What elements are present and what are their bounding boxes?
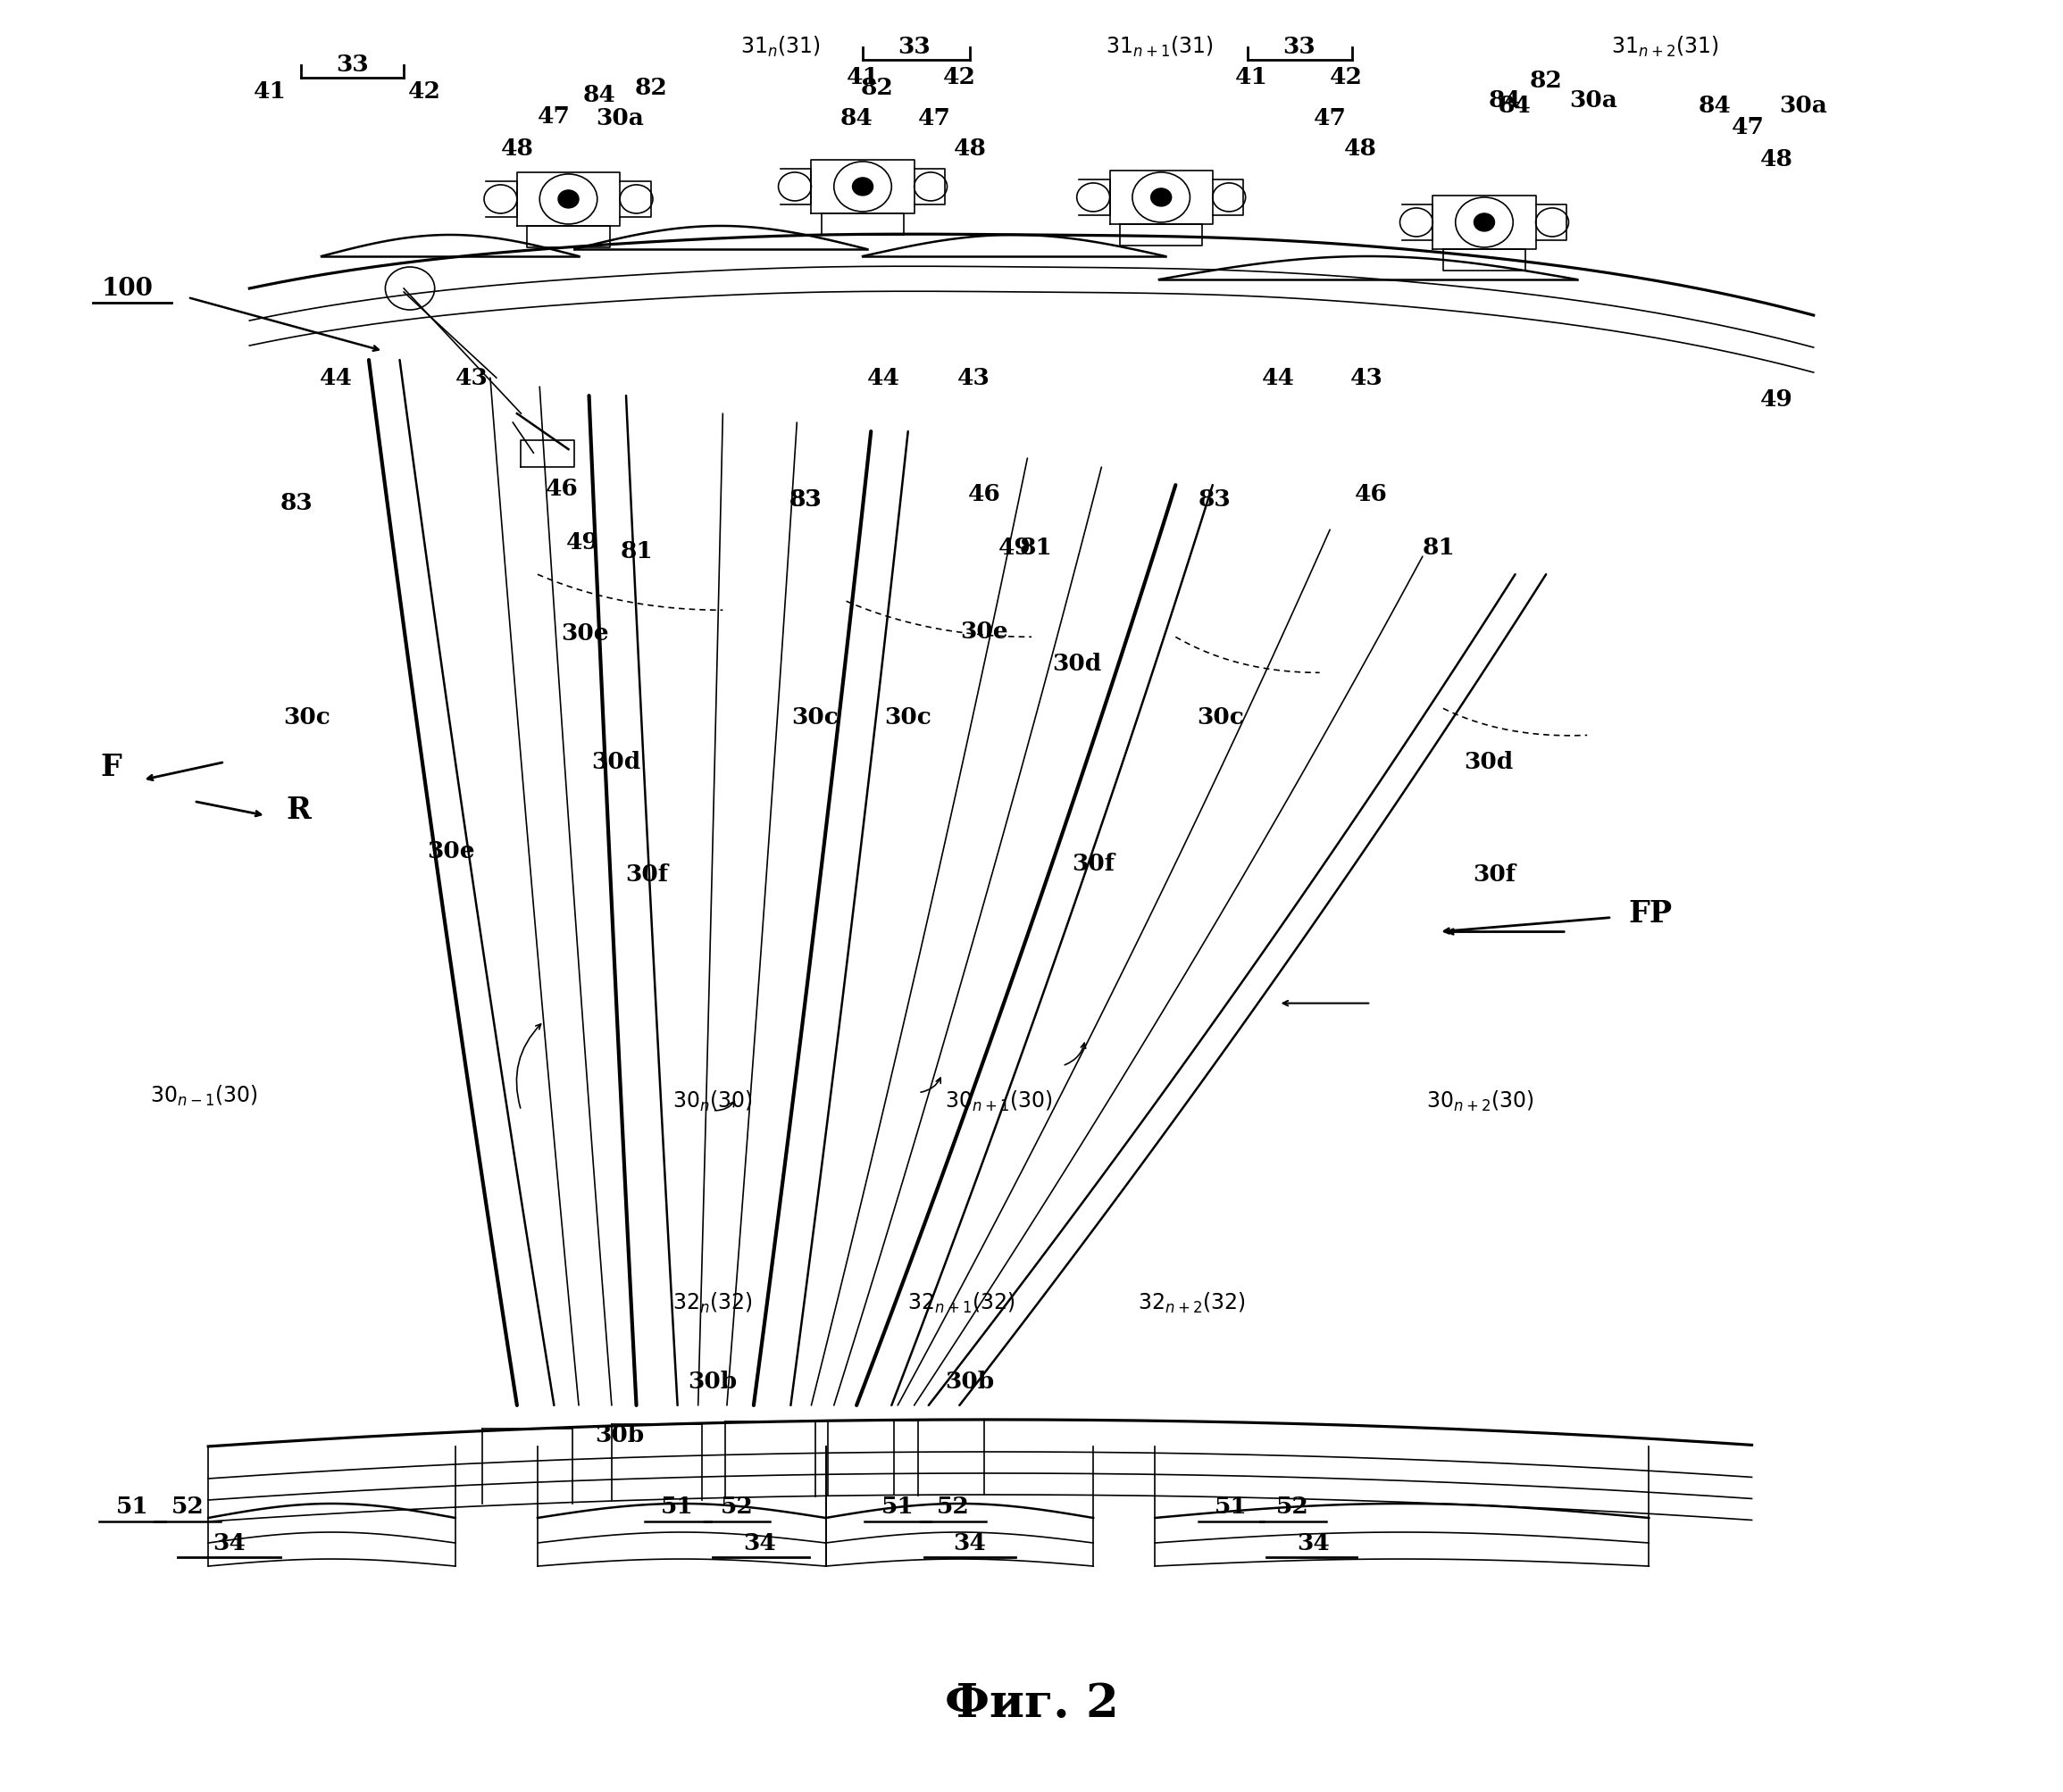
Text: 51: 51 [1215,1496,1248,1518]
Text: 30f: 30f [625,864,668,885]
Text: 82: 82 [860,77,893,99]
Text: $30_{n+1}(30)$: $30_{n+1}(30)$ [945,1090,1052,1113]
Text: $31_{n+2}(31)$: $31_{n+2}(31)$ [1611,36,1718,59]
Text: 47: 47 [1314,108,1347,129]
Text: 42: 42 [943,66,976,88]
Circle shape [1151,188,1172,206]
Text: 30d: 30d [1465,751,1512,772]
Text: 43: 43 [456,367,489,389]
Circle shape [1473,213,1494,231]
Text: 52: 52 [171,1496,204,1518]
Text: 84: 84 [840,108,873,129]
Text: 47: 47 [538,106,571,127]
Text: 30e: 30e [959,620,1009,643]
Text: 46: 46 [547,477,580,500]
Text: 51: 51 [660,1496,693,1518]
Text: 84: 84 [584,84,615,106]
Text: 81: 81 [1423,536,1454,559]
Text: $31_{n+1}(31)$: $31_{n+1}(31)$ [1106,36,1213,59]
Text: 30a: 30a [1570,90,1617,111]
Text: 48: 48 [953,138,986,159]
Text: 82: 82 [1529,70,1562,91]
Text: 84: 84 [1498,95,1531,116]
Text: 81: 81 [621,539,652,563]
Text: $31_n(31)$: $31_n(31)$ [741,36,821,59]
Text: 30e: 30e [561,622,609,645]
Text: 49: 49 [998,536,1032,559]
Text: 43: 43 [1351,367,1384,389]
Text: 44: 44 [866,367,899,389]
Text: 49: 49 [567,530,598,554]
Text: 47: 47 [1731,116,1764,138]
Text: $32_n(32)$: $32_n(32)$ [673,1292,753,1315]
Text: $32_{n+2}(32)$: $32_{n+2}(32)$ [1139,1292,1246,1315]
Text: 83: 83 [788,487,821,511]
Text: 34: 34 [212,1532,245,1554]
Text: $30_{n-1}(30)$: $30_{n-1}(30)$ [151,1084,258,1107]
Text: 83: 83 [788,487,821,511]
Text: 84: 84 [1698,95,1731,116]
Circle shape [852,177,873,195]
Text: 34: 34 [743,1532,776,1554]
Text: 30f: 30f [1473,864,1516,885]
Circle shape [559,190,580,208]
Text: Фиг. 2: Фиг. 2 [945,1681,1118,1726]
Text: 42: 42 [408,81,441,102]
Text: 30c: 30c [1197,706,1244,729]
Text: 41: 41 [254,81,287,102]
Text: 33: 33 [897,36,930,59]
Text: 30d: 30d [1052,652,1102,676]
Text: 30b: 30b [945,1371,994,1392]
Text: 100: 100 [101,276,153,301]
Text: 34: 34 [953,1532,986,1554]
Text: 83: 83 [281,491,314,514]
Text: 30f: 30f [1073,853,1114,874]
Text: 33: 33 [336,54,369,77]
Text: 30b: 30b [596,1425,644,1446]
Text: 34: 34 [1298,1532,1331,1554]
Text: 30a: 30a [596,108,644,129]
Text: 30c: 30c [792,706,840,729]
Text: 51: 51 [881,1496,914,1518]
Text: 30c: 30c [885,706,932,729]
Text: 30c: 30c [283,706,330,729]
Text: 48: 48 [501,138,534,159]
Text: 47: 47 [918,108,951,129]
Text: 52: 52 [1277,1496,1310,1518]
Text: $32_{n+1}(32)$: $32_{n+1}(32)$ [908,1292,1015,1315]
Text: 41: 41 [846,66,879,88]
Text: 30a: 30a [1778,95,1828,116]
Text: 46: 46 [968,482,1001,505]
Text: 52: 52 [720,1496,753,1518]
Text: 48: 48 [1760,149,1793,170]
Text: 51: 51 [116,1496,149,1518]
Text: 83: 83 [1199,487,1232,511]
Text: 30d: 30d [592,751,640,772]
Text: 49: 49 [1760,389,1793,410]
Text: 30e: 30e [427,840,474,862]
Text: $30_{n+2}(30)$: $30_{n+2}(30)$ [1426,1090,1535,1113]
Text: 44: 44 [1263,367,1296,389]
Text: R: R [287,796,312,824]
Text: 41: 41 [1236,66,1269,88]
Text: FP: FP [1628,900,1673,928]
Text: F: F [101,753,122,781]
Text: 44: 44 [320,367,353,389]
Text: 82: 82 [633,77,666,99]
Text: 46: 46 [1355,482,1388,505]
Text: 30b: 30b [687,1371,736,1392]
Text: 52: 52 [937,1496,970,1518]
Text: 48: 48 [1345,138,1378,159]
Text: $30_n(30)$: $30_n(30)$ [673,1090,753,1113]
Text: 33: 33 [1283,36,1316,59]
Text: 43: 43 [957,367,990,389]
Text: 81: 81 [1019,536,1052,559]
Text: 42: 42 [1331,66,1364,88]
Text: 84: 84 [1487,90,1520,111]
